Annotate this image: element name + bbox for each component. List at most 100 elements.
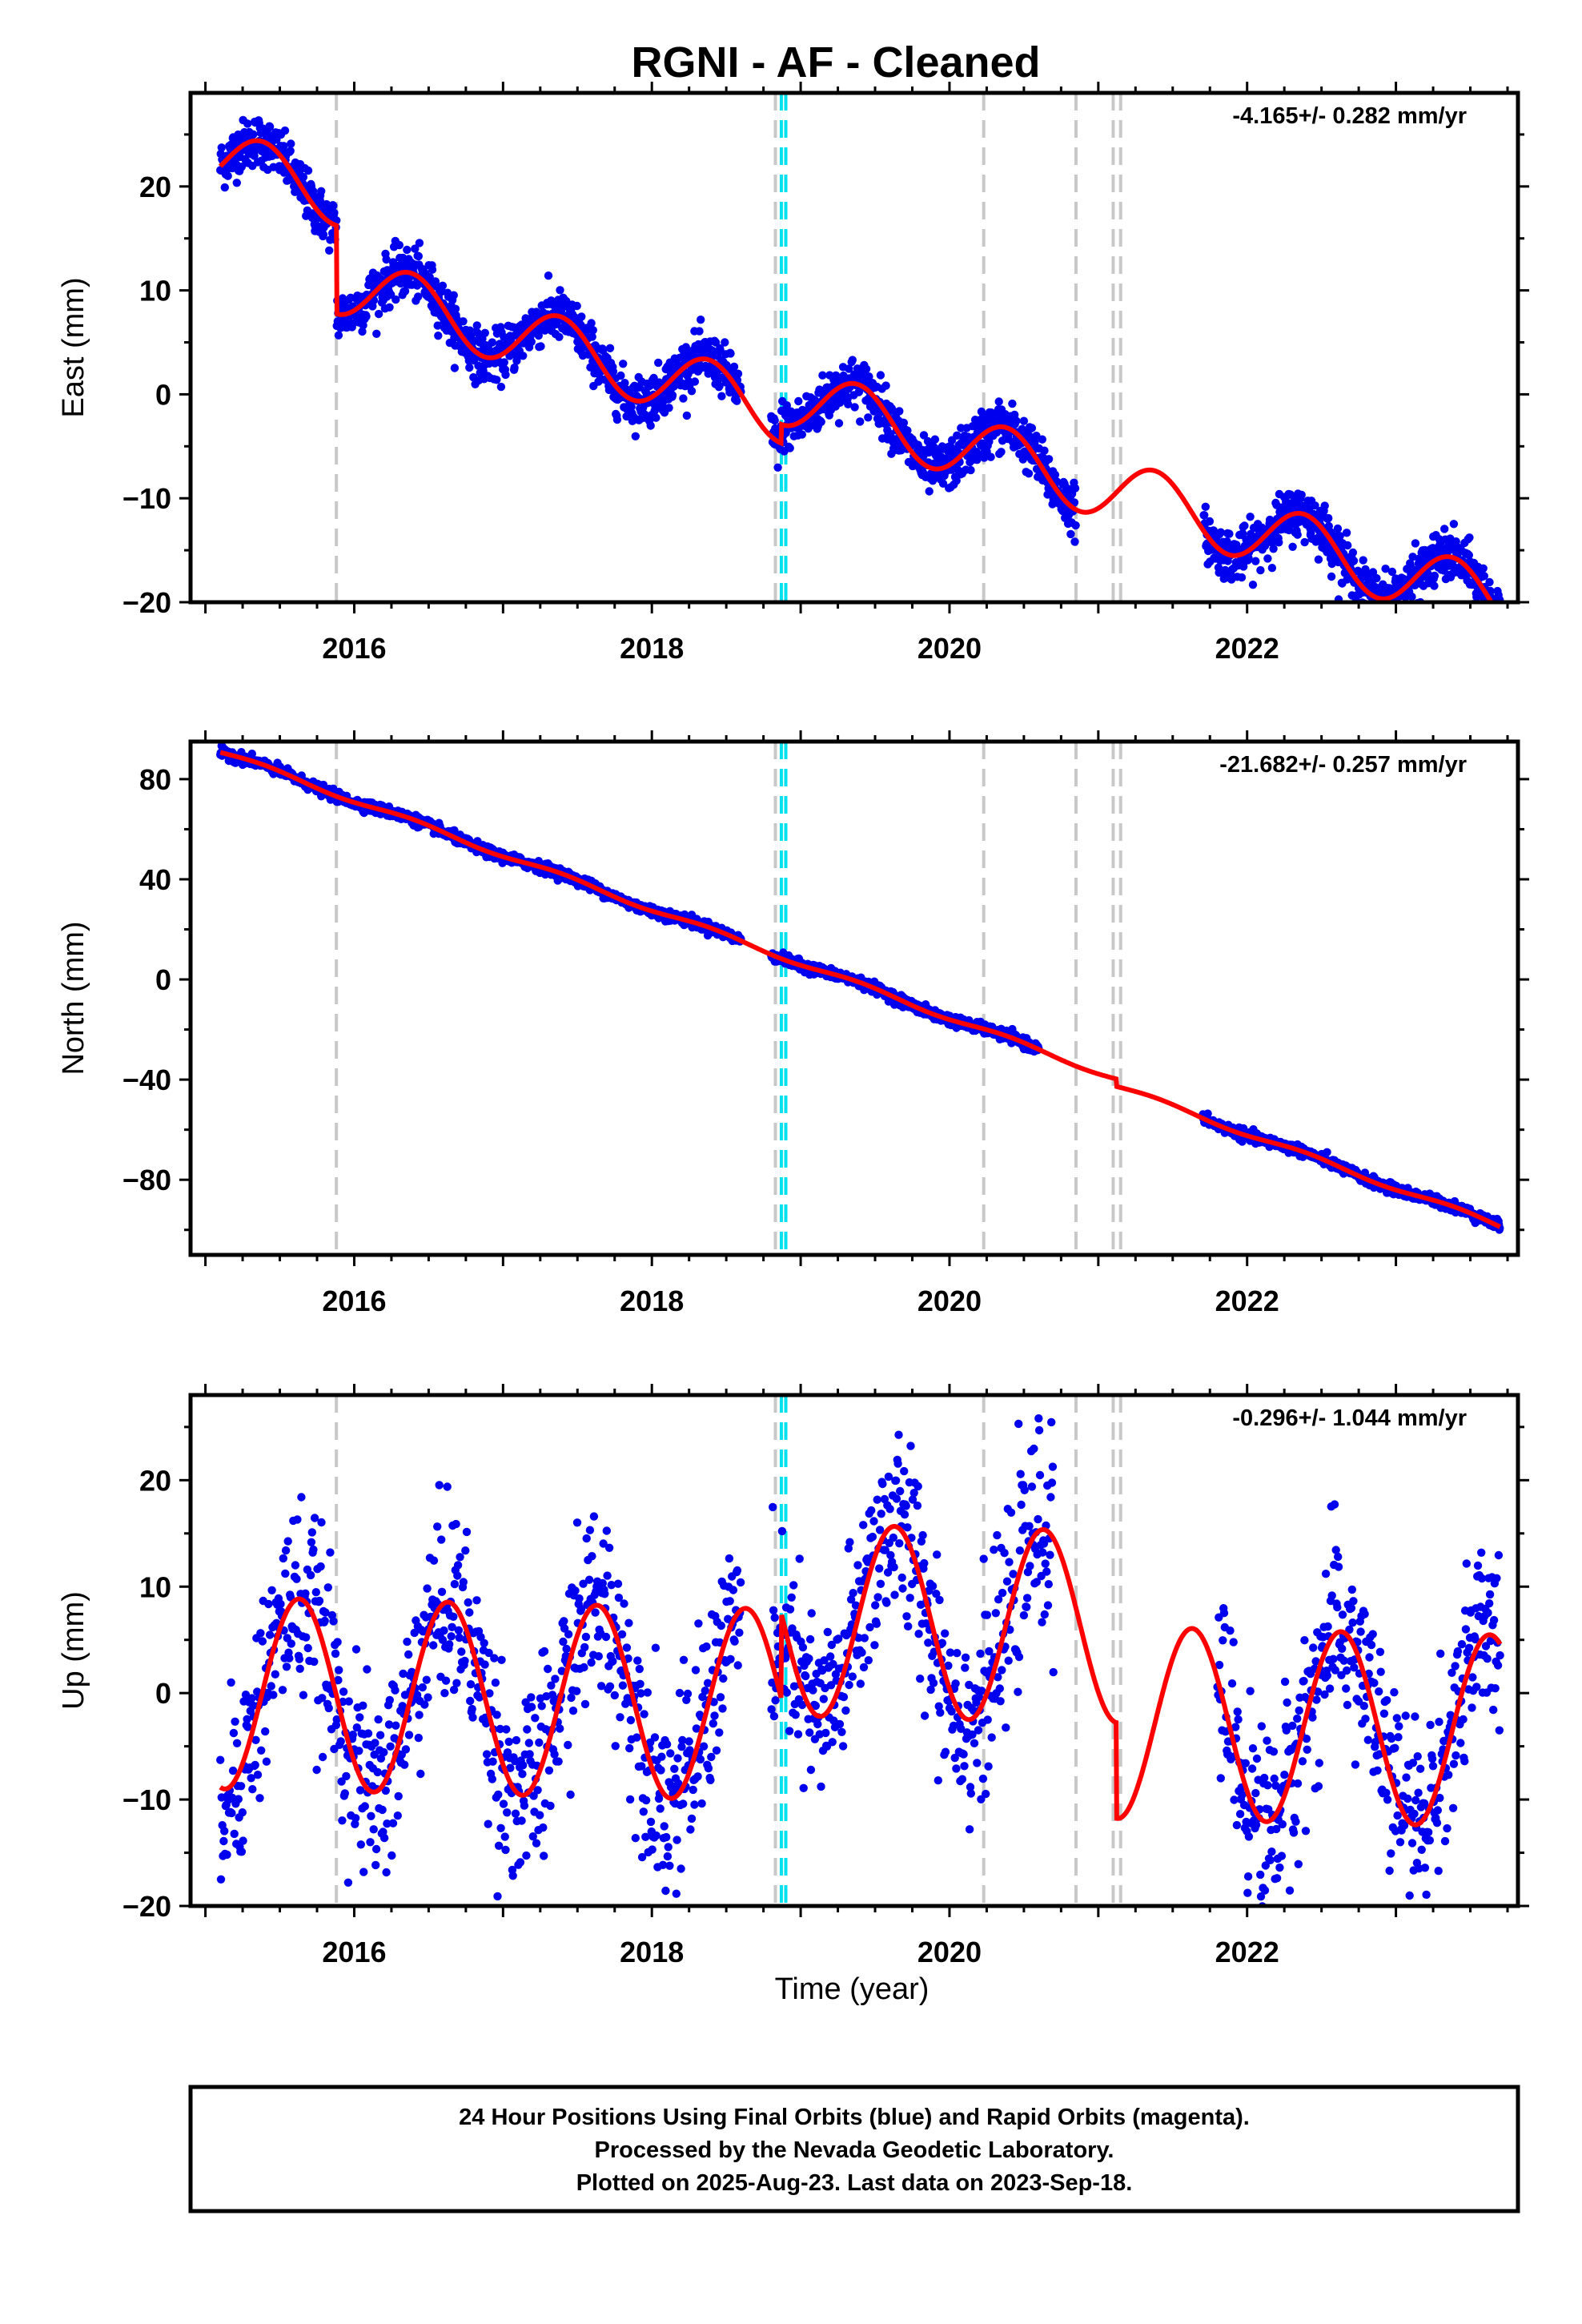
- data-point: [1027, 424, 1037, 432]
- data-point: [726, 349, 735, 358]
- data-point: [358, 327, 367, 336]
- data-point: [588, 326, 597, 335]
- data-point: [577, 312, 586, 321]
- data-point: [986, 452, 995, 461]
- data-point: [1256, 565, 1265, 575]
- data-point: [715, 381, 724, 391]
- data-point: [1024, 469, 1034, 478]
- data-point: [220, 183, 229, 192]
- data-point: [1430, 571, 1439, 581]
- east-plot-frame: [188, 90, 1520, 605]
- data-point: [668, 391, 677, 400]
- data-point: [1452, 537, 1460, 546]
- data-point: [817, 417, 825, 426]
- data-point: [733, 396, 741, 405]
- data-point: [856, 417, 865, 426]
- data-point: [785, 444, 794, 452]
- east-y-axis-label: East (mm): [57, 277, 90, 417]
- x-tick-label: 2016: [322, 632, 386, 665]
- data-point: [1293, 530, 1302, 539]
- data-point: [729, 362, 739, 372]
- data-point: [695, 327, 704, 336]
- data-point: [679, 394, 688, 403]
- data-point: [952, 476, 961, 485]
- data-point: [895, 407, 904, 416]
- data-point: [612, 415, 622, 424]
- y-tick-label: −20: [122, 586, 171, 619]
- data-point: [1288, 542, 1297, 551]
- data-point: [605, 344, 615, 352]
- data-point: [403, 245, 412, 255]
- data-point: [797, 430, 806, 439]
- data-point: [985, 437, 994, 446]
- data-point: [414, 292, 423, 301]
- data-point: [1070, 537, 1079, 546]
- data-point: [434, 332, 443, 340]
- data-point: [888, 406, 897, 415]
- data-point: [966, 465, 975, 475]
- data-point: [631, 432, 640, 440]
- data-point: [794, 396, 803, 406]
- data-point: [865, 372, 873, 381]
- data-point: [374, 309, 383, 319]
- data-point: [280, 126, 290, 135]
- data-point: [994, 397, 1003, 406]
- data-point: [588, 332, 596, 341]
- data-point: [717, 392, 726, 400]
- data-point: [480, 328, 489, 337]
- data-point: [232, 179, 241, 187]
- data-point: [500, 358, 508, 367]
- data-point: [886, 429, 895, 439]
- data-point: [711, 338, 721, 347]
- data-point: [287, 139, 295, 148]
- data-point: [1349, 557, 1359, 565]
- data-point: [391, 295, 400, 304]
- data-point: [690, 377, 700, 386]
- data-point: [919, 431, 929, 440]
- data-point: [449, 291, 458, 300]
- data-point: [555, 332, 564, 341]
- data-point: [1368, 568, 1378, 577]
- data-point: [1464, 551, 1474, 560]
- data-point: [299, 172, 308, 182]
- data-point: [329, 201, 338, 211]
- data-point: [1440, 525, 1449, 533]
- data-point: [1324, 513, 1333, 523]
- data-point: [414, 251, 423, 261]
- data-point: [317, 187, 326, 195]
- data-point: [325, 246, 334, 255]
- data-point: [534, 331, 543, 340]
- data-point: [1237, 573, 1247, 582]
- data-point: [770, 416, 779, 425]
- data-point: [1314, 555, 1323, 564]
- data-point: [395, 240, 404, 250]
- data-point: [1333, 524, 1343, 533]
- data-point: [1070, 484, 1080, 493]
- data-point: [844, 400, 853, 408]
- data-point: [1342, 529, 1351, 537]
- data-point: [237, 163, 247, 171]
- data-point: [1430, 581, 1439, 590]
- data-point: [836, 398, 845, 407]
- data-point: [616, 371, 625, 380]
- north-event-lines: [335, 742, 1122, 1255]
- data-point: [313, 221, 322, 230]
- data-point: [243, 119, 252, 128]
- data-point: [972, 448, 982, 456]
- data-point: [510, 363, 519, 372]
- data-point: [303, 166, 313, 175]
- data-point: [372, 329, 381, 338]
- data-point: [864, 413, 873, 422]
- data-point: [223, 171, 232, 180]
- data-point: [572, 301, 581, 311]
- data-point: [1297, 490, 1306, 500]
- data-point: [1284, 525, 1294, 535]
- data-point: [1248, 581, 1258, 589]
- data-point: [425, 272, 434, 282]
- data-point: [1044, 455, 1054, 464]
- data-point: [1238, 529, 1247, 538]
